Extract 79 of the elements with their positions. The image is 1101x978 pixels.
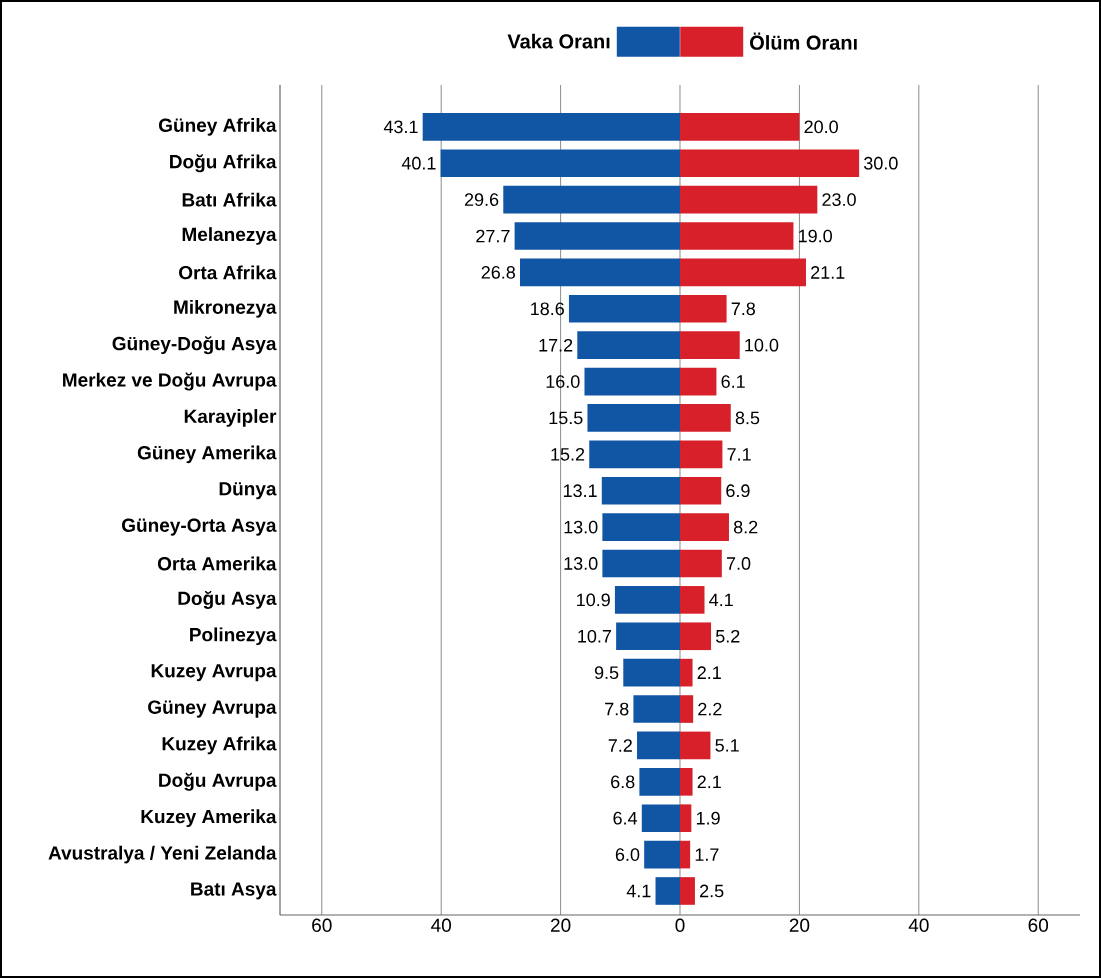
- data-label: 17.2: [539, 338, 573, 352]
- data-label: 16.0: [546, 375, 580, 388]
- data-label: 7.1: [727, 448, 751, 461]
- y-tick-label: Güney Afrika: [159, 117, 277, 136]
- data-label: 13.0: [564, 520, 598, 534]
- x-tick-label: 40: [908, 918, 929, 932]
- y-tick-label: Mikronezya: [174, 299, 277, 318]
- y-tick-label: Kuzey Afrika: [162, 736, 277, 755]
- y-tick-label: Güney-Orta Asya: [122, 518, 277, 536]
- data-label: 29.6: [464, 193, 499, 206]
- x-tick-label: 0: [675, 918, 685, 932]
- data-label: 4.1: [709, 593, 733, 607]
- data-label: 7.8: [731, 302, 756, 316]
- legend-label: Vaka Oranı: [507, 33, 610, 49]
- y-tick-label: Doğu Avrupa: [159, 772, 277, 791]
- x-tick-label: 60: [312, 918, 332, 932]
- data-label: 1.7: [695, 848, 719, 861]
- data-label: 9.5: [594, 666, 619, 680]
- data-label: 10.9: [577, 593, 610, 607]
- bar: [680, 840, 691, 869]
- bar: [680, 658, 693, 687]
- bar: [680, 695, 694, 723]
- y-tick-label: Güney-Doğu Asya: [112, 336, 277, 355]
- data-label: 15.2: [551, 447, 585, 461]
- legend-label: Ölüm Oranı: [750, 32, 857, 50]
- x-tick-label: 40: [431, 918, 452, 932]
- data-label: 7.0: [726, 557, 751, 570]
- data-label: 21.1: [811, 266, 845, 279]
- data-label: 30.0: [864, 156, 898, 170]
- data-label: 2.1: [697, 666, 721, 679]
- y-tick-label: Merkez ve Doğu Avrupa: [63, 372, 277, 391]
- data-label: 13.1: [563, 484, 597, 498]
- data-label: 8.5: [735, 411, 760, 425]
- x-tick-label: 20: [789, 918, 810, 932]
- data-label: 15.5: [549, 411, 583, 425]
- data-label: 10.0: [745, 338, 779, 352]
- data-label: 40.1: [401, 156, 436, 170]
- data-label: 43.1: [383, 120, 418, 134]
- data-label: 10.7: [578, 629, 612, 643]
- data-label: 26.8: [481, 266, 516, 279]
- y-tick-label: Doğu Afrika: [170, 154, 277, 173]
- data-label: 6.4: [613, 811, 638, 825]
- data-label: 2.2: [698, 702, 722, 716]
- y-tick-label: Batı Afrika: [182, 192, 277, 207]
- data-label: 5.2: [715, 629, 740, 643]
- data-label: 23.0: [822, 193, 856, 206]
- data-label: 20.0: [804, 120, 838, 134]
- y-tick-label: Orta Afrika: [179, 265, 277, 280]
- data-label: 7.8: [605, 702, 629, 716]
- data-label: 5.1: [715, 739, 739, 752]
- y-tick-label: Kuzey Amerika: [141, 809, 277, 828]
- data-label: 6.9: [726, 484, 750, 498]
- x-tick-label: 60: [1028, 918, 1049, 932]
- data-label: 19.0: [799, 229, 832, 243]
- y-tick-label: Batı Asya: [191, 882, 277, 900]
- data-label: 18.6: [531, 302, 564, 316]
- y-tick-label: Avustralya / Yeni Zelanda: [48, 845, 277, 864]
- y-tick-label: Orta Amerika: [157, 556, 277, 571]
- y-tick-label: Kuzey Avrupa: [151, 664, 277, 682]
- y-tick-label: Güney Amerika: [137, 445, 277, 464]
- data-label: 7.2: [608, 739, 632, 752]
- data-label: 2.5: [700, 884, 724, 898]
- data-label: 6.1: [721, 375, 745, 388]
- y-tick-label: Doğu Asya: [178, 590, 277, 609]
- data-label: 2.1: [697, 775, 721, 789]
- x-tick-label: 20: [550, 918, 571, 932]
- y-tick-label: Melanezya: [182, 227, 277, 245]
- data-label: 27.7: [476, 229, 510, 243]
- y-tick-label: Polinezya: [190, 627, 277, 646]
- data-label: 8.2: [733, 520, 758, 534]
- data-label: 1.9: [696, 811, 720, 825]
- data-label: 6.0: [615, 848, 640, 861]
- y-tick-label: Karayipler: [184, 409, 277, 427]
- data-label: 4.1: [626, 884, 651, 898]
- y-tick-label: Dünya: [219, 482, 277, 500]
- data-label: 6.8: [611, 775, 635, 789]
- bar: [680, 804, 692, 833]
- data-label: 13.0: [564, 557, 598, 570]
- y-tick-label: Güney Avrupa: [148, 700, 277, 718]
